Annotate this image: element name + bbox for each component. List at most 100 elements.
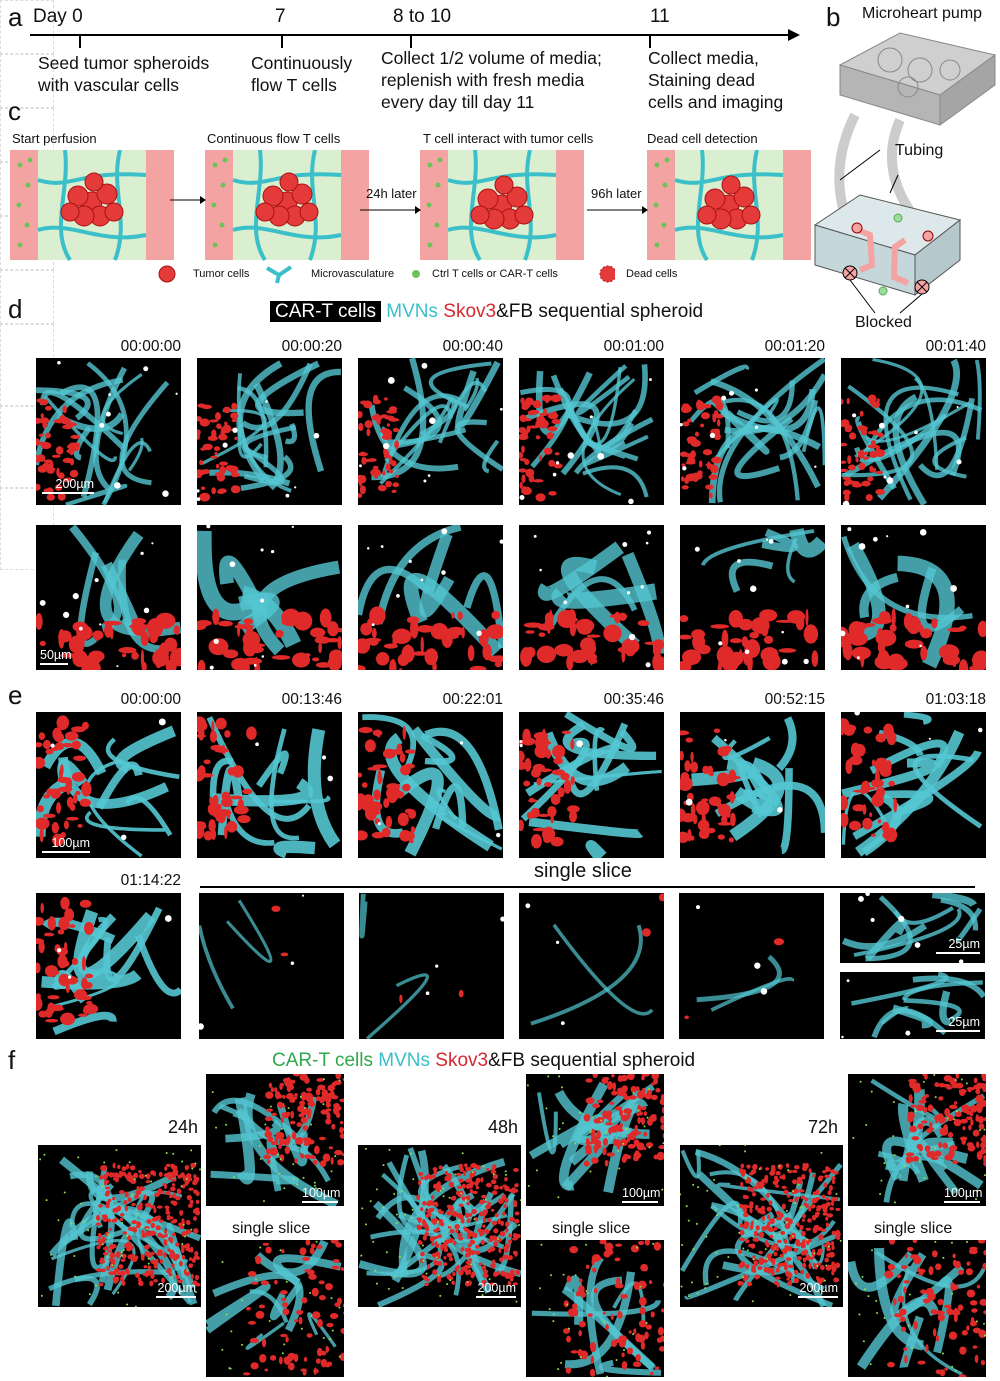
image-f-overview-0 [38,1145,201,1307]
image-d-zoom-0 [36,525,181,670]
scalebar-d-bottom-text: 50µm [40,648,72,662]
timestamp-d-2: 00:00:40 [442,338,503,355]
timeline-step-imaging: Collect media, Staining dead cells and i… [648,48,784,112]
arrow-label-24h: 24h later [366,186,417,201]
image-d-overview-3 [519,358,664,505]
scalebar-e-zoom-0: 25µm [936,937,980,954]
image-d-zoom-5 [841,525,986,670]
tubing-label: Tubing [895,142,944,159]
roi-box-d-5 [0,270,54,324]
legend-dead-cells: Dead cells [626,268,678,280]
timestamp-d-5: 00:01:40 [925,338,986,355]
image-e-timelapse-3 [519,712,664,858]
legend-t-cells: Ctrl T cells or CAR-T cells [432,268,558,280]
timestamp-e-3: 00:35:46 [603,691,664,708]
title-fb-spheroid: &FB sequential spheroid [488,1050,696,1071]
image-e-slice-zoom-1 [840,972,985,1039]
title-fb-spheroid: &FB sequential spheroid [496,301,704,322]
panel-d-title: CAR-T cells MVNs Skov3&FB sequential sph… [270,301,703,323]
title-car-t: CAR-T cells [272,1050,373,1071]
panel-label-e: e [8,680,23,710]
arrow-label-96h: 96h later [591,186,642,201]
scalebar-e-zoom-0-text: 25µm [948,937,980,951]
image-e-slice-2 [519,893,664,1039]
scalebar-f-zoom-1: 100µm [622,1186,661,1203]
scalebar-f-main-2-text: 200µm [799,1281,838,1295]
scalebar-f-zoom-1-line [622,1201,658,1203]
panel-label-b: b [826,2,841,32]
image-e-timelapse-2 [358,712,503,858]
stage-label-interact: T cell interact with tumor cells [423,131,594,146]
scalebar-f-zoom-2-text: 100µm [944,1186,983,1200]
scalebar-d-bottom-line [40,663,68,665]
timeline-step-collect: Collect 1/2 volume of media; replenish w… [381,48,602,112]
scalebar-f-zoom-0-line [302,1201,338,1203]
image-d-zoom-2 [358,525,503,670]
scalebar-d-top-line [42,492,94,494]
image-e-slice-zoom-0 [840,893,985,963]
scalebar-e-zoom-0-line [936,952,980,954]
scalebar-f-zoom-1-text: 100µm [622,1186,661,1200]
image-d-zoom-3 [519,525,664,670]
timeline-day-11: 11 [650,6,670,27]
single-slice-label-1: single slice [552,1220,631,1237]
roi-box-d-0 [0,0,54,54]
panel-label-d: d [8,294,23,324]
pump-label: Microheart pump [862,5,983,22]
scalebar-e-zoom-1: 25µm [936,1015,980,1032]
timepoint-1: 48h [488,1117,519,1137]
image-e-slice-0 [199,893,344,1039]
scalebar-f-main-2: 200µm [798,1281,838,1298]
stage-label-flow: Continuous flow T cells [207,131,341,146]
panel-label-c: c [8,96,21,126]
scalebar-f-main-2-line [798,1296,838,1298]
image-f-slice-0 [206,1240,344,1377]
image-f-slice-2 [848,1240,986,1377]
timepoint-2: 72h [808,1117,839,1137]
panel-f-title: CAR-T cells MVNs Skov3&FB sequential sph… [272,1050,695,1072]
image-d-zoom-1 [197,525,342,670]
image-e-slice-1 [359,893,504,1039]
scalebar-f-main-1: 200µm [476,1281,516,1298]
roi-box-d-1 [0,54,54,108]
title-skov3: Skov3 [438,301,497,322]
single-slice-label-2: single slice [874,1220,953,1237]
image-d-overview-4 [680,358,825,505]
scalebar-f-zoom-2-line [944,1201,980,1203]
image-d-overview-1 [197,358,342,505]
stage-label-start: Start perfusion [12,131,97,146]
timeline-axis [30,29,800,48]
image-f-zoom-2 [848,1074,986,1206]
scalebar-f-zoom-0: 100µm [302,1186,340,1203]
timeline-day-7: 7 [275,6,286,27]
image-f-zoom-1 [526,1074,664,1206]
image-d-zoom-4 [680,525,825,670]
timestamp-e-0: 00:00:00 [120,691,181,708]
title-car-t: CAR-T cells [270,301,381,322]
legend-microvasculature: Microvasculature [311,268,395,280]
timestamp-e-1: 00:13:46 [281,691,342,708]
image-e-timelapse-1 [197,712,342,858]
scalebar-f-main-1-line [476,1296,516,1298]
timeline-step-seed: Seed tumor spheroids with vascular cells [38,53,210,95]
scalebar-d-bottom: 50µm [40,648,72,665]
timestamp-e-4: 00:52:15 [764,691,825,708]
title-skov3: Skov3 [430,1050,489,1071]
scalebar-f-main-0-line [156,1296,196,1298]
scalebar-d-top-text: 200µm [55,477,94,491]
timestamp-d-4: 00:01:20 [764,338,825,355]
image-f-slice-1 [526,1240,664,1377]
timeline-step-flow: Continuously flow T cells [251,53,353,95]
single-slice-heading: single slice [534,860,632,882]
scalebar-e-zoom-1-text: 25µm [948,1015,980,1029]
image-e-timelapse-5 [841,712,986,858]
title-mvns: MVNs [373,1050,430,1071]
scalebar-f-main-0-text: 200µm [157,1281,196,1295]
timestamp-e-6: 01:14:22 [120,872,181,889]
title-mvns: MVNs [381,301,438,322]
image-d-overview-2 [358,358,503,505]
timestamp-d-1: 00:00:20 [281,338,342,355]
scalebar-e: 100µm [42,836,90,853]
timeline-day-0: Day 0 [33,6,83,27]
scalebar-e-line [42,851,90,853]
